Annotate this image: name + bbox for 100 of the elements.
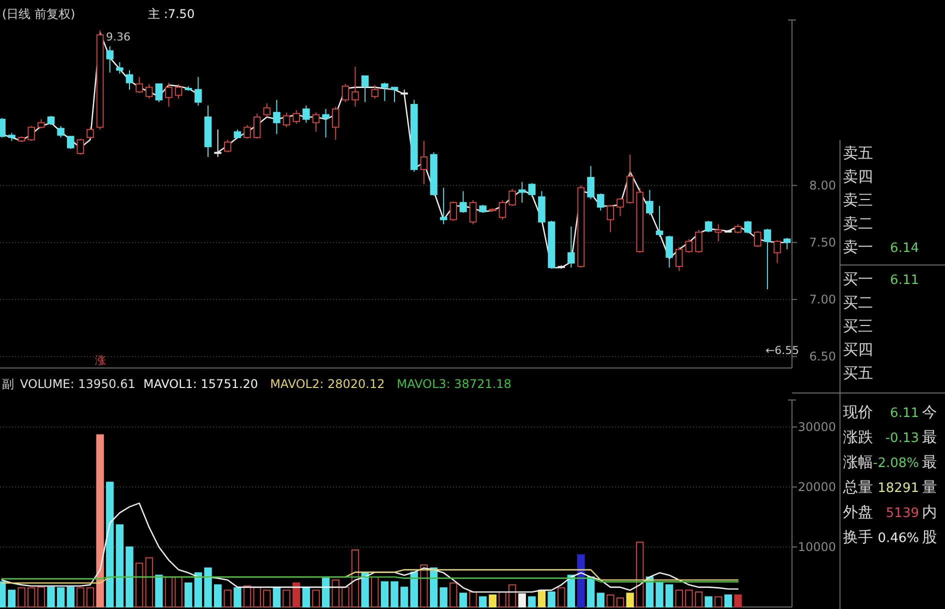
bar bbox=[704, 596, 712, 608]
bar bbox=[184, 582, 192, 608]
category-label: 卖四 bbox=[843, 168, 873, 186]
bar bbox=[558, 587, 566, 608]
text: 最 bbox=[922, 428, 937, 446]
bar bbox=[469, 592, 477, 608]
candlestick bbox=[86, 126, 94, 140]
y-tick-label: 10000 bbox=[798, 540, 836, 554]
candlestick bbox=[155, 83, 163, 103]
category-label: 买一 bbox=[843, 270, 873, 288]
bar bbox=[420, 564, 428, 608]
y-tick-label: 30000 bbox=[798, 420, 836, 434]
candlestick bbox=[734, 224, 742, 234]
bar bbox=[606, 594, 614, 608]
text: 最 bbox=[922, 453, 937, 471]
candlestick bbox=[332, 106, 340, 140]
candlestick bbox=[194, 76, 202, 106]
bar bbox=[272, 587, 281, 608]
candlestick bbox=[361, 75, 369, 103]
candlestick bbox=[704, 220, 712, 233]
bar bbox=[37, 586, 46, 608]
category-label: 总量 bbox=[842, 478, 873, 496]
bar bbox=[126, 546, 134, 608]
bar bbox=[714, 596, 722, 608]
candlestick bbox=[646, 190, 654, 216]
bar bbox=[586, 576, 595, 608]
text: 主 :7.50 bbox=[148, 7, 195, 21]
y-tick-label: 8.00 bbox=[809, 178, 836, 192]
bar bbox=[351, 550, 360, 608]
bar bbox=[361, 572, 369, 608]
bar bbox=[214, 584, 222, 608]
text: 18291 bbox=[878, 481, 919, 496]
candlestick bbox=[568, 226, 575, 268]
bar bbox=[410, 572, 418, 608]
bar bbox=[371, 576, 379, 608]
candlestick bbox=[66, 136, 74, 150]
text: 0.46% bbox=[878, 531, 919, 546]
bar bbox=[665, 584, 674, 608]
candlestick bbox=[498, 200, 506, 220]
bar bbox=[342, 586, 350, 608]
bar bbox=[204, 568, 212, 608]
chart-title: (日线 前复权) bbox=[2, 7, 76, 21]
category-label: 现价 bbox=[843, 403, 873, 421]
annotation: ←6.55 bbox=[765, 344, 800, 357]
candlestick bbox=[253, 113, 261, 140]
text: 今 bbox=[922, 403, 937, 421]
candlestick bbox=[116, 62, 124, 74]
bar bbox=[675, 590, 683, 608]
category-label: 卖二 bbox=[843, 214, 873, 232]
candlestick bbox=[714, 224, 722, 242]
bar bbox=[567, 574, 576, 608]
candlestick bbox=[695, 229, 702, 254]
bar bbox=[636, 542, 644, 608]
bar bbox=[450, 582, 458, 608]
bar bbox=[616, 598, 624, 608]
category-label: 涨跌 bbox=[843, 428, 873, 446]
bar bbox=[194, 572, 202, 608]
bar bbox=[430, 568, 438, 608]
candlestick bbox=[587, 166, 594, 200]
bar bbox=[8, 590, 16, 608]
y-tick-label: 7.50 bbox=[809, 235, 836, 250]
bar bbox=[400, 586, 408, 608]
bar bbox=[243, 586, 252, 608]
text: 内 bbox=[922, 503, 937, 521]
bar bbox=[155, 574, 163, 608]
candlestick bbox=[126, 70, 134, 90]
bar bbox=[656, 582, 664, 608]
bar bbox=[694, 592, 703, 608]
chart-title: 副 bbox=[2, 377, 14, 391]
text: 6.14 bbox=[890, 241, 919, 256]
candlestick bbox=[616, 197, 624, 217]
text: 5139 bbox=[886, 506, 919, 521]
category-label: 买四 bbox=[843, 340, 873, 358]
bar bbox=[282, 590, 290, 608]
candlestick bbox=[508, 188, 516, 206]
bar bbox=[292, 582, 300, 608]
candlestick bbox=[381, 82, 388, 102]
bar bbox=[18, 587, 26, 608]
candlestick bbox=[656, 205, 664, 238]
bar bbox=[626, 592, 634, 608]
bar bbox=[28, 587, 36, 608]
candlestick bbox=[302, 105, 310, 124]
candlestick bbox=[106, 46, 114, 73]
candlestick bbox=[528, 182, 536, 198]
bar bbox=[685, 590, 693, 608]
bar bbox=[498, 592, 506, 608]
candlestick bbox=[352, 66, 359, 108]
candlestick bbox=[469, 200, 477, 225]
bar bbox=[332, 580, 340, 608]
text: 6.11 bbox=[890, 406, 919, 421]
candlestick bbox=[440, 187, 448, 225]
text: -2.08% bbox=[873, 456, 919, 471]
bar bbox=[174, 576, 182, 608]
bar bbox=[488, 594, 496, 608]
bar bbox=[548, 592, 556, 608]
annotation: 9.36 bbox=[106, 30, 131, 44]
bar bbox=[596, 592, 604, 608]
bar bbox=[86, 587, 94, 608]
y-tick-label: 6.50 bbox=[809, 350, 836, 364]
candlestick bbox=[450, 200, 458, 222]
